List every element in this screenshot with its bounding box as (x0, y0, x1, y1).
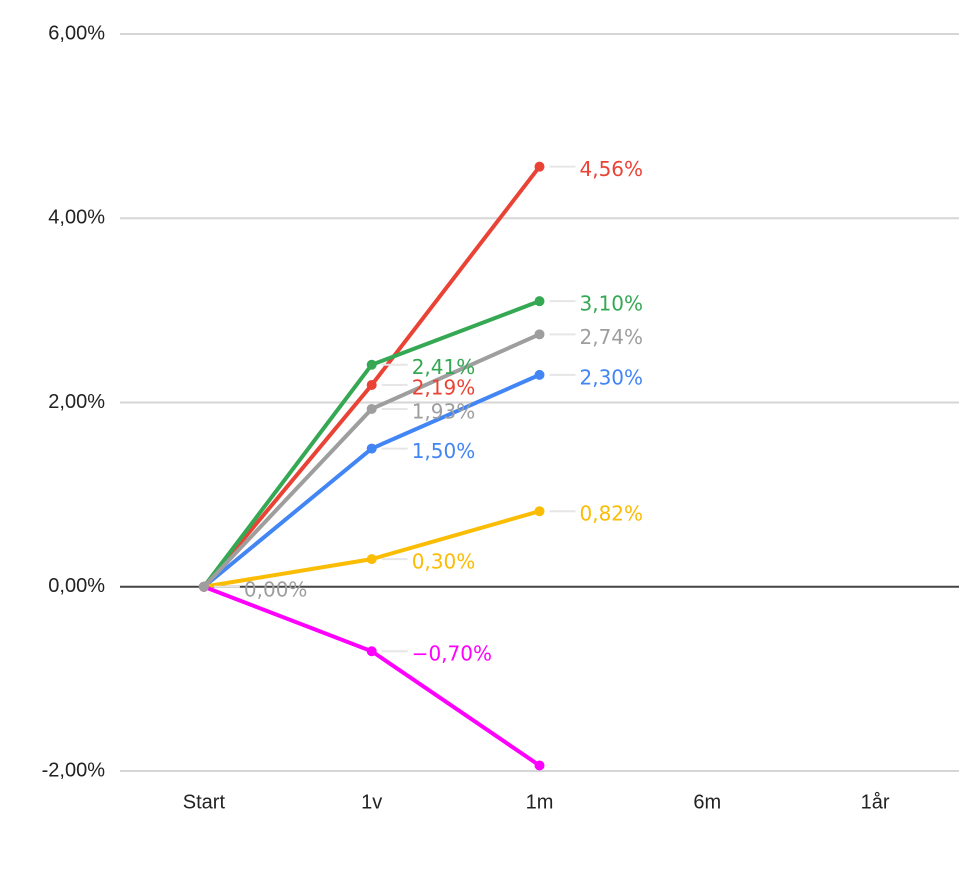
data-point (366, 554, 377, 565)
y-tick-label: 0,00% (48, 575, 105, 597)
y-tick-label: -2,00% (42, 759, 106, 781)
y-tick-label: 6,00% (48, 22, 105, 44)
data-point (534, 296, 545, 307)
data-label: 0,82% (580, 502, 644, 526)
x-tick-label: 1m (526, 791, 554, 813)
data-label: 2,19% (412, 375, 476, 399)
data-label: 3,10% (580, 292, 644, 316)
x-tick-label: Start (183, 791, 226, 813)
data-point (534, 329, 545, 340)
data-point (366, 359, 377, 370)
x-tick-label: 1v (361, 791, 382, 813)
data-point (366, 443, 377, 454)
data-label: 1,50% (412, 439, 476, 463)
data-point (366, 379, 377, 390)
data-point (534, 369, 545, 380)
data-point (534, 760, 545, 771)
y-tick-label: 4,00% (48, 207, 105, 229)
data-label: 2,30% (580, 365, 644, 389)
data-label: 0,30% (412, 550, 476, 574)
data-label: 0,00% (244, 577, 308, 601)
data-point (198, 581, 209, 592)
y-tick-label: 2,00% (48, 391, 105, 413)
data-point (366, 403, 377, 414)
data-point (534, 506, 545, 517)
data-label: −0,70% (412, 642, 492, 666)
data-label: 2,74% (580, 325, 644, 349)
series-line (202, 332, 541, 589)
x-tick-label: 6m (693, 791, 721, 813)
data-label: 1,93% (412, 399, 476, 423)
series-line (203, 584, 541, 768)
data-point (366, 646, 377, 657)
x-tick-label: 1år (861, 791, 890, 813)
data-point (534, 161, 545, 172)
data-label: 4,56% (580, 157, 644, 181)
data-label: 2,41% (412, 355, 476, 379)
